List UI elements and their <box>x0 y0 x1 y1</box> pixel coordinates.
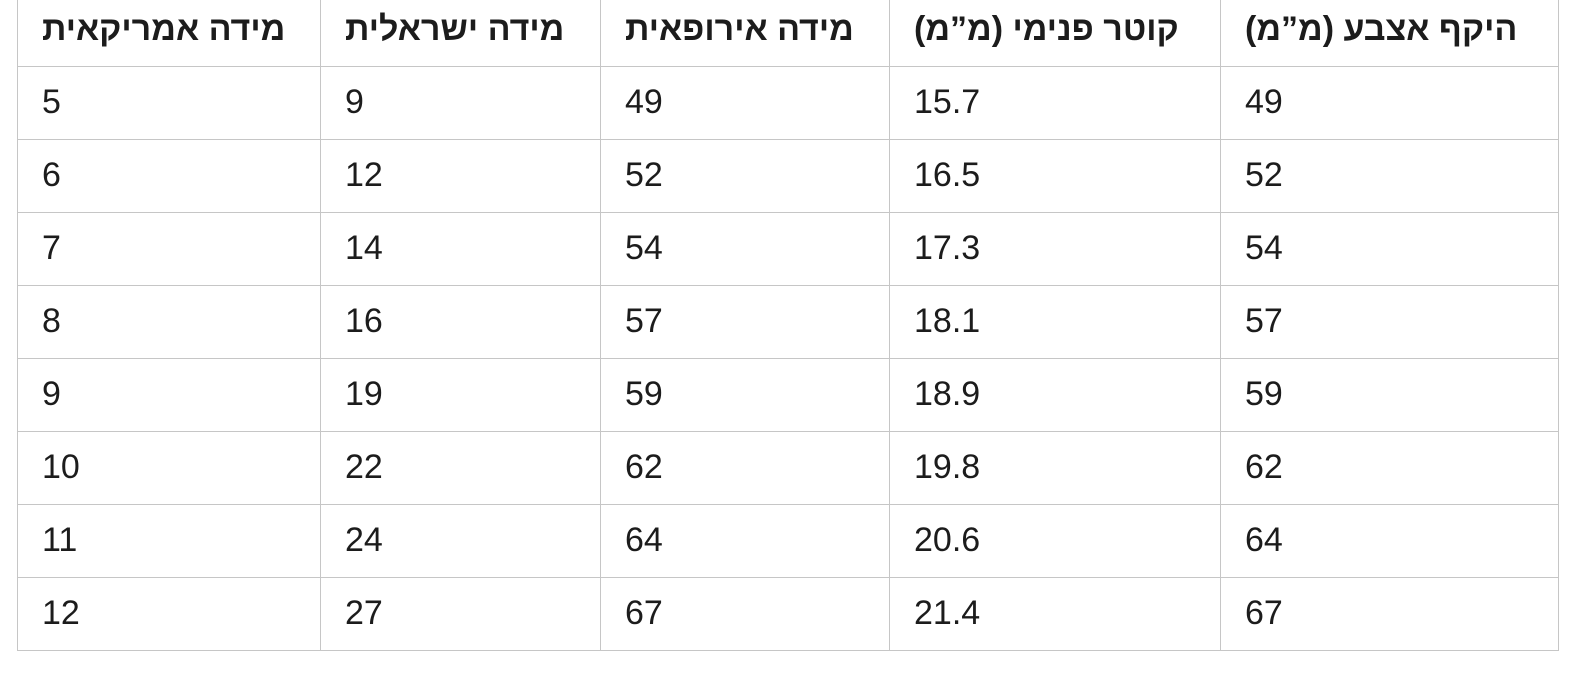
table-cell: 19 <box>320 357 601 432</box>
table-row: 12 27 67 21.4 67 <box>17 576 1559 651</box>
table-cell: 62 <box>600 430 890 505</box>
table-cell: 52 <box>1220 138 1559 213</box>
header-cell: מידה ישראלית <box>320 0 601 67</box>
table-cell: 49 <box>1220 65 1559 140</box>
header-cell: היקף אצבע (מ”מ) <box>1220 0 1559 67</box>
table-cell: 59 <box>600 357 890 432</box>
table-cell: 64 <box>600 503 890 578</box>
table-cell: 9 <box>17 357 321 432</box>
header-cell: מידה אירופאית <box>600 0 890 67</box>
table-cell: 7 <box>17 211 321 286</box>
table-row: 5 9 49 15.7 49 <box>17 65 1559 140</box>
table-cell: 27 <box>320 576 601 651</box>
table-cell: 24 <box>320 503 601 578</box>
table-cell: 21.4 <box>889 576 1221 651</box>
table-cell: 22 <box>320 430 601 505</box>
table-cell: 15.7 <box>889 65 1221 140</box>
table-cell: 6 <box>17 138 321 213</box>
table-cell: 10 <box>17 430 321 505</box>
table-cell: 54 <box>1220 211 1559 286</box>
table-cell: 17.3 <box>889 211 1221 286</box>
table-cell: 19.8 <box>889 430 1221 505</box>
table-cell: 11 <box>17 503 321 578</box>
table-cell: 49 <box>600 65 890 140</box>
table-cell: 16.5 <box>889 138 1221 213</box>
table-row: 9 19 59 18.9 59 <box>17 357 1559 432</box>
table-body: 5 9 49 15.7 49 6 12 52 16.5 52 7 14 54 17.3 54 8 16 57 18.… <box>17 65 1559 651</box>
table-cell: 20.6 <box>889 503 1221 578</box>
table-row: 10 22 62 19.8 62 <box>17 430 1559 505</box>
table-cell: 64 <box>1220 503 1559 578</box>
table-cell: 12 <box>320 138 601 213</box>
table-row: 11 24 64 20.6 64 <box>17 503 1559 578</box>
table-cell: 18.1 <box>889 284 1221 359</box>
table-row: 7 14 54 17.3 54 <box>17 211 1559 286</box>
size-table: מידה אמריקאית מידה ישראלית מידה אירופאית קו… <box>17 0 1559 651</box>
table-cell: 16 <box>320 284 601 359</box>
table-cell: 57 <box>600 284 890 359</box>
table-cell: 5 <box>17 65 321 140</box>
header-cell: קוטר פנימי (מ”מ) <box>889 0 1221 67</box>
table-cell: 67 <box>600 576 890 651</box>
table-cell: 12 <box>17 576 321 651</box>
table-cell: 67 <box>1220 576 1559 651</box>
table-row: 8 16 57 18.1 57 <box>17 284 1559 359</box>
table-cell: 8 <box>17 284 321 359</box>
table-cell: 57 <box>1220 284 1559 359</box>
header-row: מידה אמריקאית מידה ישראלית מידה אירופאית קו… <box>17 0 1559 67</box>
table-cell: 18.9 <box>889 357 1221 432</box>
table-cell: 9 <box>320 65 601 140</box>
table-cell: 54 <box>600 211 890 286</box>
table-cell: 62 <box>1220 430 1559 505</box>
header-cell: מידה אמריקאית <box>17 0 321 67</box>
table-cell: 52 <box>600 138 890 213</box>
table-cell: 59 <box>1220 357 1559 432</box>
table-cell: 14 <box>320 211 601 286</box>
table-row: 6 12 52 16.5 52 <box>17 138 1559 213</box>
